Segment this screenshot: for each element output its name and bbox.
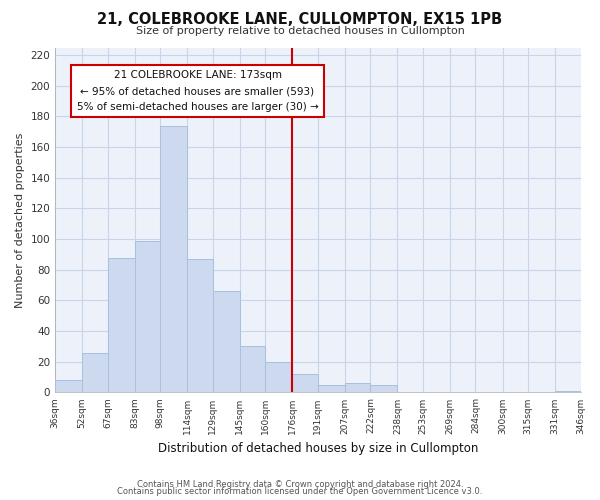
Bar: [135, 240, 160, 392]
Bar: [213, 292, 240, 392]
Text: Contains HM Land Registry data © Crown copyright and database right 2024.: Contains HM Land Registry data © Crown c…: [137, 480, 463, 489]
Text: 21 COLEBROOKE LANE: 173sqm
← 95% of detached houses are smaller (593)
5% of semi: 21 COLEBROOKE LANE: 173sqm ← 95% of deta…: [77, 70, 319, 112]
Bar: [370, 385, 397, 392]
Text: Contains public sector information licensed under the Open Government Licence v3: Contains public sector information licen…: [118, 487, 482, 496]
Text: 21, COLEBROOKE LANE, CULLOMPTON, EX15 1PB: 21, COLEBROOKE LANE, CULLOMPTON, EX15 1P…: [97, 12, 503, 28]
Bar: [292, 374, 318, 392]
Bar: [160, 126, 187, 392]
Bar: [555, 391, 581, 392]
Bar: [345, 383, 370, 392]
Bar: [265, 362, 292, 392]
Text: Size of property relative to detached houses in Cullompton: Size of property relative to detached ho…: [136, 26, 464, 36]
Bar: [187, 259, 213, 392]
Bar: [82, 352, 108, 393]
X-axis label: Distribution of detached houses by size in Cullompton: Distribution of detached houses by size …: [158, 442, 478, 455]
Bar: [108, 258, 135, 392]
Bar: [318, 385, 345, 392]
Y-axis label: Number of detached properties: Number of detached properties: [15, 132, 25, 308]
Bar: [55, 380, 82, 392]
Bar: [240, 346, 265, 393]
